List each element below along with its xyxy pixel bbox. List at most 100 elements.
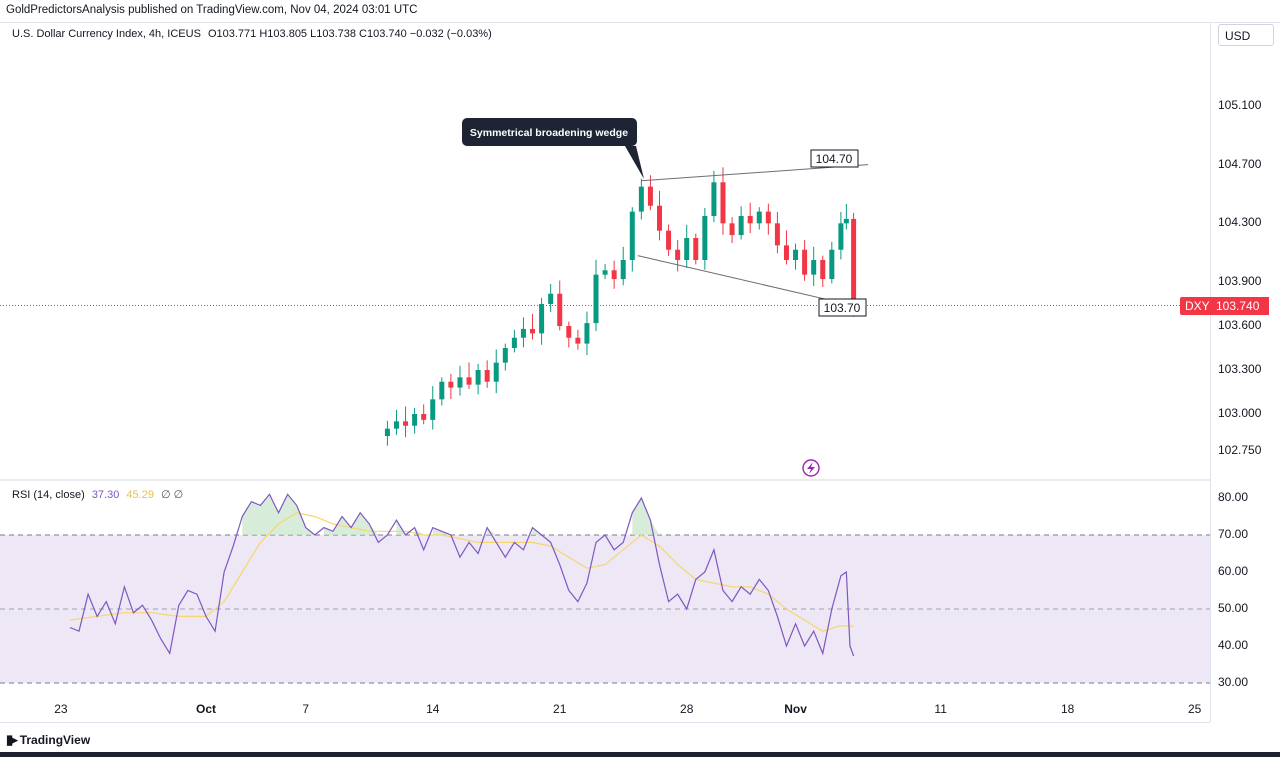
- rsi-tick: 60.00: [1218, 564, 1249, 578]
- symbol-legend[interactable]: U.S. Dollar Currency Index, 4h, ICEUS O1…: [12, 28, 492, 40]
- candle-body: [448, 381, 454, 388]
- candle-body: [629, 211, 635, 260]
- currency-button[interactable]: USD: [1218, 24, 1274, 46]
- candle-body: [393, 421, 399, 429]
- candle-body: [611, 270, 617, 280]
- rsi-tick: 40.00: [1218, 638, 1249, 652]
- candle-body: [793, 249, 799, 260]
- rsi-ma-value: 45.29: [126, 489, 154, 501]
- candle-body: [584, 323, 590, 344]
- candle-body: [493, 362, 499, 382]
- price-tick: 103.900: [1218, 273, 1262, 288]
- publisher-line: GoldPredictorsAnalysis published on Trad…: [6, 4, 418, 16]
- price-tick: 105.100: [1218, 97, 1262, 112]
- candle-body: [711, 182, 717, 216]
- time-tick: 18: [1060, 702, 1075, 716]
- candle-body: [430, 399, 436, 420]
- candle-body: [838, 223, 844, 250]
- tradingview-logo[interactable]: ▮▸ TradingView: [6, 732, 90, 748]
- candle-body: [466, 377, 472, 385]
- lower-label-text: 103.70: [824, 301, 861, 315]
- candle-body: [557, 293, 563, 326]
- flash-icon[interactable]: [802, 459, 820, 477]
- candle-body: [738, 215, 744, 236]
- candle-body: [602, 270, 608, 275]
- candle-body: [756, 211, 762, 224]
- symbol-tag: DXY: [1180, 297, 1215, 315]
- price-tick: 103.600: [1218, 318, 1262, 332]
- wedge-callout[interactable]: Symmetrical broadening wedge: [462, 118, 644, 179]
- symbol-name[interactable]: U.S. Dollar Currency Index, 4h, ICEUS: [12, 28, 201, 40]
- rsi-legend[interactable]: RSI (14, close) 37.30 45.29 ∅ ∅: [12, 488, 183, 501]
- candle-body: [475, 370, 481, 385]
- time-tick: Nov: [784, 702, 807, 716]
- time-tick: 14: [426, 702, 440, 716]
- candle-body: [729, 223, 735, 236]
- candle-body: [520, 328, 526, 338]
- candle-body: [811, 259, 817, 275]
- candle-body: [774, 223, 780, 246]
- rsi-tick: 70.00: [1218, 527, 1249, 541]
- broadening-wedge: [637, 164, 869, 308]
- time-tick: 11: [934, 702, 947, 716]
- candle-body: [384, 428, 390, 437]
- candle-body: [412, 414, 418, 426]
- candle-body: [666, 230, 672, 250]
- trendline-lower: [637, 255, 860, 308]
- candle-body: [457, 377, 463, 388]
- candle-body: [829, 249, 835, 280]
- rsi-line: [69, 493, 855, 657]
- candle-body: [511, 337, 517, 349]
- candle-body: [638, 186, 644, 212]
- candle-body: [802, 249, 808, 275]
- divider: [0, 22, 1280, 23]
- price-tick: 103.300: [1218, 362, 1262, 376]
- time-tick: 28: [680, 702, 694, 716]
- candle-body: [530, 328, 536, 334]
- candle-body: [548, 293, 554, 304]
- lower-price-label[interactable]: 103.70: [818, 298, 867, 317]
- candle-body: [684, 237, 690, 260]
- candle-body: [820, 259, 826, 280]
- rsi-overbought-fill: [242, 494, 660, 535]
- candle-body: [539, 303, 545, 334]
- candle-body: [421, 414, 427, 420]
- candle-body: [439, 381, 445, 400]
- candle-body: [720, 182, 726, 224]
- rsi-label: RSI (14, close): [12, 489, 85, 501]
- rsi-tick: 50.00: [1218, 601, 1249, 615]
- tv-logo-icon: ▮▸: [6, 732, 18, 747]
- bottom-bar: [0, 752, 1280, 757]
- candle-body: [747, 215, 753, 224]
- candle-body: [675, 249, 681, 260]
- time-tick: 23: [54, 702, 68, 716]
- candle-body: [783, 245, 789, 260]
- candle-body: [851, 218, 857, 306]
- candle-body: [566, 326, 572, 338]
- candle-body: [484, 370, 490, 382]
- callout-pointer: [625, 146, 644, 179]
- time-tick: 25: [1187, 702, 1202, 716]
- candle-body: [843, 218, 849, 224]
- candle-body: [620, 259, 626, 280]
- price-axis-border: [1210, 22, 1211, 722]
- candle-body: [693, 237, 699, 260]
- chart-area[interactable]: Symmetrical broadening wedge 104.70 103.…: [0, 22, 1210, 722]
- time-tick: 21: [553, 702, 567, 716]
- rsi-tick: 80.00: [1218, 490, 1249, 504]
- time-tick: Oct: [195, 702, 217, 716]
- candle-body: [593, 274, 599, 324]
- tv-brand-text: TradingView: [19, 733, 91, 747]
- candle-body: [765, 211, 771, 224]
- upper-label-text: 104.70: [816, 152, 853, 166]
- last-price-tag: 103.740: [1211, 297, 1269, 315]
- candle-body: [403, 421, 409, 426]
- candle-body: [657, 205, 662, 231]
- candle-body: [647, 186, 653, 206]
- rsi-tick: 30.00: [1218, 675, 1249, 689]
- upper-price-label[interactable]: 104.70: [810, 149, 859, 168]
- ohlc-values: O103.771 H103.805 L103.738 C103.740 −0.0…: [207, 28, 492, 40]
- candles: [384, 167, 857, 446]
- candle-body: [502, 348, 508, 363]
- price-tick: 104.300: [1218, 215, 1262, 230]
